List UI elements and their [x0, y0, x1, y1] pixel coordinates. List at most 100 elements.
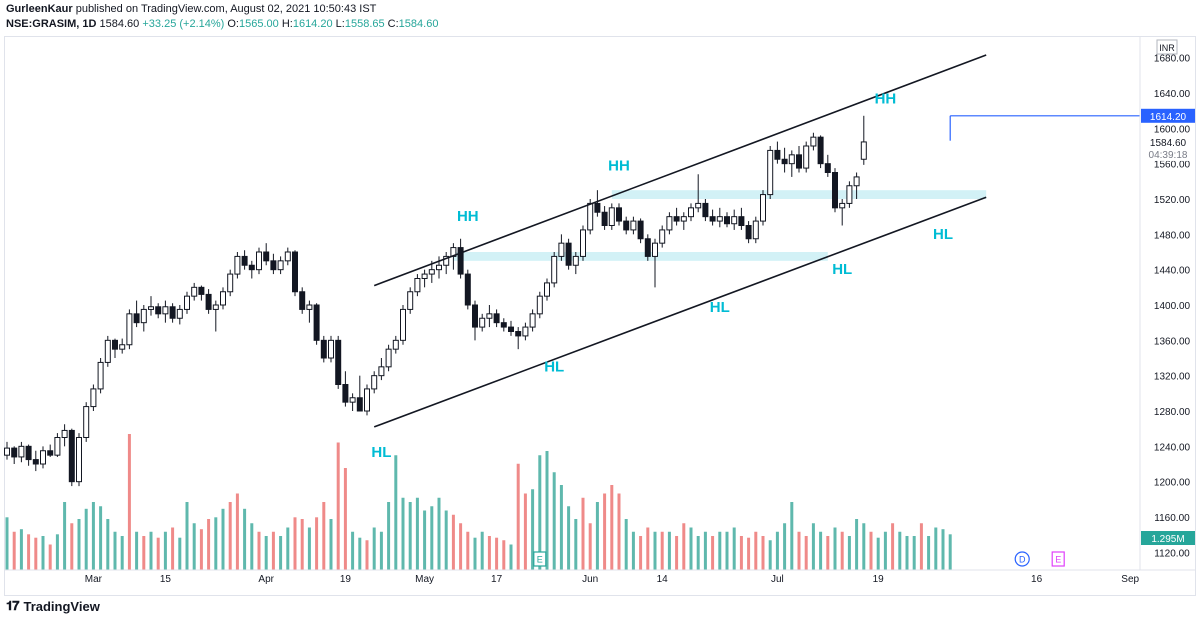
candle-body — [479, 317, 486, 328]
candle-body — [788, 154, 795, 165]
higher-low-label: HL — [544, 358, 564, 375]
support-zone — [453, 252, 828, 261]
volume-bar — [5, 517, 9, 570]
volume-bar — [819, 531, 823, 570]
candle-body — [328, 339, 334, 359]
volume-bar — [552, 472, 556, 570]
candle-body — [738, 216, 745, 227]
candle-body — [529, 313, 536, 328]
volume-tag-label: 1.295M — [1151, 534, 1184, 545]
volume-bar — [192, 523, 196, 570]
time-tick-label: 19 — [873, 574, 885, 585]
tradingview-logo[interactable]: 𝟏𝟕 TradingView — [6, 598, 100, 614]
volume-bar — [898, 531, 902, 570]
volume-bar — [624, 519, 628, 570]
volume-bar — [41, 536, 45, 570]
price-tick-label: 1680.00 — [1154, 54, 1191, 65]
candle-body — [342, 384, 349, 403]
candle-body — [25, 445, 32, 461]
candle-body — [313, 304, 320, 341]
volume-bar — [250, 523, 254, 570]
low-label: L: — [335, 18, 345, 30]
volume-bar — [343, 468, 347, 570]
volume-bar — [372, 527, 376, 570]
support-zone — [611, 190, 987, 199]
candle-body — [587, 202, 594, 231]
volume-bar — [538, 455, 542, 570]
volume-bar — [934, 527, 938, 570]
volume-bar — [365, 540, 369, 570]
candle-body — [608, 207, 615, 226]
candle-body — [76, 437, 82, 483]
earnings-marker — [533, 551, 547, 567]
candle-body — [191, 286, 198, 297]
volume-bar — [631, 531, 635, 570]
candle-body — [486, 313, 493, 319]
volume-bar — [703, 531, 707, 570]
candle-body — [306, 304, 313, 310]
swing-labels: HH HH HH HL HL HL HL HL — [371, 91, 953, 461]
candle-body — [234, 255, 241, 275]
candle-body — [126, 313, 133, 346]
candle-body — [616, 207, 622, 222]
candle-body — [407, 291, 414, 310]
time-tick-label: Mar — [85, 574, 103, 585]
high-value: 1614.20 — [292, 18, 333, 30]
candle-body — [544, 282, 550, 297]
volume-bar — [322, 502, 326, 570]
volume-bar — [394, 455, 398, 570]
volume-bar — [811, 523, 815, 570]
price-tick-label: 1640.00 — [1154, 89, 1191, 100]
higher-high-label: HH — [875, 91, 897, 108]
higher-low-label: HL — [933, 226, 953, 243]
volume-bar — [264, 536, 268, 570]
candle-body — [601, 211, 608, 226]
chart-frame — [4, 36, 1196, 596]
volume-bar — [675, 536, 679, 570]
volume-bar — [286, 527, 290, 570]
candle-body — [61, 429, 68, 438]
volume-bar — [747, 537, 751, 570]
volume-bar — [502, 540, 506, 570]
candle-body — [205, 293, 212, 310]
candle-body — [119, 344, 126, 350]
high-price-tag — [1141, 108, 1195, 123]
price-tick-label: 1560.00 — [1154, 160, 1191, 171]
candle-body — [774, 149, 781, 160]
volume-bar — [718, 531, 722, 570]
volume-bar — [315, 517, 319, 570]
volume-bar — [797, 531, 801, 570]
bar-countdown: 04:39:18 — [1149, 150, 1188, 161]
candle-body — [169, 306, 176, 319]
volume-bar — [437, 497, 441, 570]
volume-tag — [1141, 531, 1195, 545]
volume-bar — [487, 536, 491, 570]
candle-body — [731, 216, 738, 225]
candle-body — [378, 366, 385, 377]
candle-body — [212, 304, 219, 310]
volume-bar — [581, 497, 585, 570]
volume-bar — [883, 531, 887, 570]
volume-bar — [768, 540, 772, 570]
candle-body — [97, 361, 104, 390]
candle-body — [457, 247, 464, 275]
volume-bar — [847, 536, 851, 570]
candle-body — [853, 176, 860, 187]
volume-bar — [480, 531, 484, 570]
volume-bar — [48, 544, 52, 570]
brand-name: TradingView — [23, 598, 100, 614]
volume-bar — [761, 536, 765, 570]
candle-body — [90, 388, 97, 408]
candle-body — [860, 141, 867, 160]
candle-body — [515, 331, 522, 337]
currency-box — [1156, 39, 1178, 55]
volume-bar — [91, 502, 95, 570]
volume-bar — [617, 493, 621, 570]
price-tick-label: 1520.00 — [1154, 195, 1191, 206]
candle-body — [745, 225, 752, 240]
volume-bar — [423, 510, 427, 570]
volume-bar — [34, 537, 38, 570]
volume-bar — [77, 519, 81, 570]
